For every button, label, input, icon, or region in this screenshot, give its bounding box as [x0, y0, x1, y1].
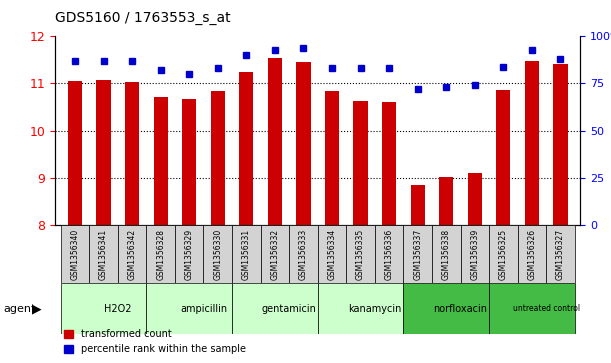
Text: GSM1356342: GSM1356342 — [128, 229, 137, 280]
FancyBboxPatch shape — [261, 225, 289, 283]
Text: GSM1356341: GSM1356341 — [99, 229, 108, 280]
FancyBboxPatch shape — [232, 283, 318, 334]
Text: norfloxacin: norfloxacin — [434, 303, 488, 314]
Text: GSM1356340: GSM1356340 — [70, 228, 79, 280]
Bar — [382, 102, 397, 225]
Text: GSM1356335: GSM1356335 — [356, 228, 365, 280]
FancyBboxPatch shape — [118, 225, 147, 283]
Text: untreated control: untreated control — [513, 304, 580, 313]
FancyBboxPatch shape — [518, 225, 546, 283]
FancyBboxPatch shape — [403, 283, 489, 334]
Text: GSM1356325: GSM1356325 — [499, 229, 508, 280]
Text: GSM1356329: GSM1356329 — [185, 229, 194, 280]
Bar — [239, 72, 254, 225]
Text: ▶: ▶ — [32, 302, 42, 315]
Bar — [467, 173, 482, 225]
FancyBboxPatch shape — [318, 283, 403, 334]
FancyBboxPatch shape — [147, 283, 232, 334]
Text: ampicillin: ampicillin — [180, 303, 227, 314]
FancyBboxPatch shape — [289, 225, 318, 283]
Text: H2O2: H2O2 — [104, 303, 131, 314]
Text: GSM1356336: GSM1356336 — [384, 228, 393, 280]
Bar — [182, 99, 196, 225]
FancyBboxPatch shape — [432, 225, 461, 283]
FancyBboxPatch shape — [60, 283, 147, 334]
Text: GSM1356327: GSM1356327 — [556, 229, 565, 280]
Bar — [353, 101, 368, 225]
Text: GSM1356339: GSM1356339 — [470, 228, 479, 280]
Text: GSM1356333: GSM1356333 — [299, 228, 308, 280]
FancyBboxPatch shape — [403, 225, 432, 283]
Bar — [439, 177, 453, 225]
FancyBboxPatch shape — [175, 225, 203, 283]
FancyBboxPatch shape — [461, 225, 489, 283]
Bar — [496, 90, 510, 225]
Bar — [125, 82, 139, 225]
FancyBboxPatch shape — [346, 225, 375, 283]
Text: GSM1356334: GSM1356334 — [327, 228, 337, 280]
Bar — [68, 81, 82, 225]
Text: GSM1356328: GSM1356328 — [156, 229, 165, 280]
FancyBboxPatch shape — [489, 283, 575, 334]
Bar — [325, 91, 339, 225]
FancyBboxPatch shape — [60, 225, 89, 283]
Bar — [554, 64, 568, 225]
Text: GSM1356338: GSM1356338 — [442, 229, 451, 280]
FancyBboxPatch shape — [318, 225, 346, 283]
Text: GSM1356332: GSM1356332 — [271, 229, 279, 280]
Bar — [411, 185, 425, 225]
FancyBboxPatch shape — [375, 225, 403, 283]
FancyBboxPatch shape — [147, 225, 175, 283]
Bar — [97, 80, 111, 225]
Text: GSM1356331: GSM1356331 — [242, 229, 251, 280]
Text: GSM1356337: GSM1356337 — [413, 228, 422, 280]
Text: GDS5160 / 1763553_s_at: GDS5160 / 1763553_s_at — [55, 11, 230, 25]
Text: agent: agent — [3, 303, 35, 314]
Bar — [296, 62, 310, 225]
Text: GSM1356326: GSM1356326 — [527, 229, 536, 280]
Bar — [525, 61, 539, 225]
FancyBboxPatch shape — [203, 225, 232, 283]
FancyBboxPatch shape — [232, 225, 261, 283]
Legend: transformed count, percentile rank within the sample: transformed count, percentile rank withi… — [60, 326, 250, 358]
FancyBboxPatch shape — [546, 225, 575, 283]
Bar — [211, 91, 225, 225]
FancyBboxPatch shape — [489, 225, 518, 283]
Bar — [268, 57, 282, 225]
Text: gentamicin: gentamicin — [262, 303, 316, 314]
Text: kanamycin: kanamycin — [348, 303, 401, 314]
FancyBboxPatch shape — [89, 225, 118, 283]
Bar — [153, 97, 168, 225]
Text: GSM1356330: GSM1356330 — [213, 228, 222, 280]
